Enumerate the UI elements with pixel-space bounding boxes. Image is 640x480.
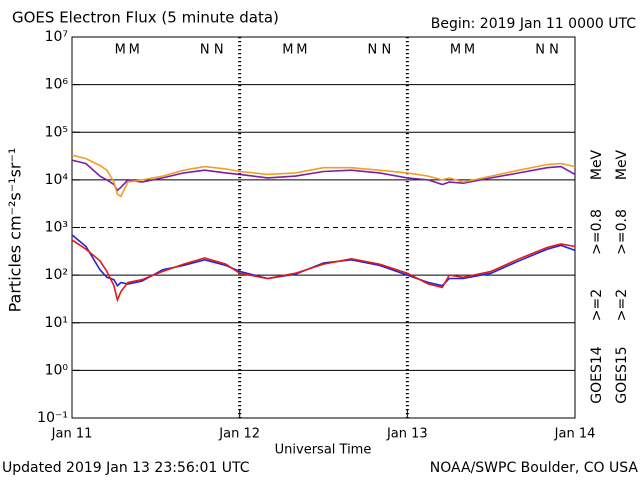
annotation: M — [129, 43, 140, 58]
series-line — [71, 239, 576, 303]
legend-unit: MeV — [589, 149, 605, 180]
annotation: M — [296, 43, 307, 58]
legend-unit: MeV — [614, 149, 630, 180]
annotation: N — [200, 43, 210, 58]
annotation: M — [450, 43, 461, 58]
annotation: N — [214, 43, 224, 58]
annotation: N — [382, 43, 392, 58]
chart-title: GOES Electron Flux (5 minute data) — [12, 9, 279, 27]
x-tick-label: Jan 12 — [218, 427, 260, 442]
y-tick-label: 10⁷ — [45, 29, 68, 45]
legend-entry: >=2 — [589, 289, 605, 321]
legend-entry: >=0.8 — [589, 209, 605, 255]
legend-entry: >=2 — [614, 289, 630, 321]
footer-right: NOAA/SWPC Boulder, CO USA — [430, 460, 639, 476]
chart-subtitle: Begin: 2019 Jan 11 0000 UTC — [431, 16, 636, 32]
y-axis-label: Particles cm⁻²s⁻¹sr⁻¹ — [6, 148, 25, 313]
y-tick-label: 10⁰ — [45, 362, 69, 378]
y-tick-label: 10⁵ — [45, 124, 68, 140]
annotation: N — [535, 43, 545, 58]
y-tick-label: 10¹ — [45, 315, 68, 331]
series-line — [71, 154, 576, 198]
y-tick-label: 10⁻¹ — [37, 410, 68, 426]
y-tick-label: 10⁴ — [45, 172, 69, 188]
annotation: M — [464, 43, 475, 58]
annotation: N — [549, 43, 559, 58]
annotation: M — [115, 43, 126, 58]
legend-group: GOES14 — [589, 346, 605, 404]
x-tick-label: Jan 11 — [51, 427, 93, 442]
y-tick-label: 10⁶ — [45, 77, 69, 93]
y-tick-label: 10² — [45, 267, 68, 283]
x-tick-label: Jan 14 — [554, 427, 596, 442]
y-tick-label: 10³ — [45, 220, 68, 236]
x-axis-label: Universal Time — [275, 443, 372, 458]
x-tick-label: Jan 13 — [386, 427, 428, 442]
annotation: N — [368, 43, 378, 58]
annotation: M — [282, 43, 293, 58]
legend-entry: >=0.8 — [614, 209, 630, 255]
series-line — [71, 159, 576, 192]
footer-left: Updated 2019 Jan 13 23:56:01 UTC — [2, 460, 250, 476]
legend-group: GOES15 — [614, 346, 630, 403]
